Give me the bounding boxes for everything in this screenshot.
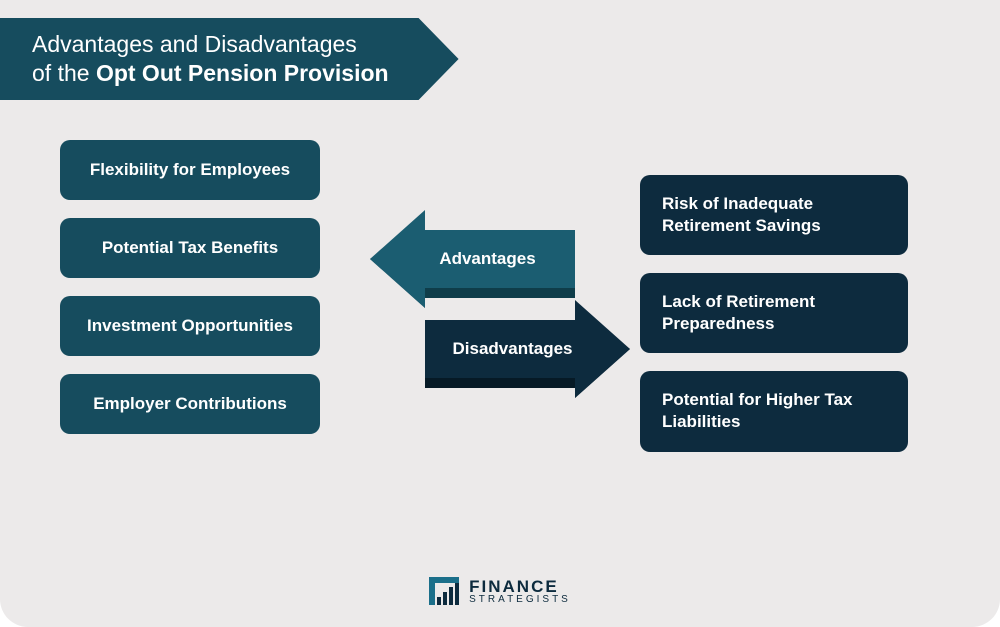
disadvantage-item: Risk of Inadequate Retirement Savings	[640, 175, 908, 255]
logo-text-line2: STRATEGISTS	[469, 595, 571, 605]
disadvantages-arrow: Disadvantages	[425, 300, 630, 398]
infographic-canvas: Advantages and Disadvantages of the Opt …	[0, 0, 1000, 627]
title-line2-bold: Opt Out Pension Provision	[96, 60, 389, 86]
advantage-item: Potential Tax Benefits	[60, 218, 320, 278]
advantage-item: Employer Contributions	[60, 374, 320, 434]
advantages-arrow: Advantages	[370, 210, 575, 308]
advantage-item: Flexibility for Employees	[60, 140, 320, 200]
disadvantages-column: Risk of Inadequate Retirement Savings La…	[640, 175, 908, 452]
logo-mark-icon	[429, 577, 459, 605]
title-banner: Advantages and Disadvantages of the Opt …	[0, 18, 459, 100]
brand-logo: FINANCE STRATEGISTS	[0, 577, 1000, 605]
title-line1: Advantages and Disadvantages	[32, 31, 357, 57]
advantage-item: Investment Opportunities	[60, 296, 320, 356]
disadvantage-item: Potential for Higher Tax Liabilities	[640, 371, 908, 451]
center-arrows: Advantages Disadvantages	[370, 210, 630, 440]
disadvantage-item: Lack of Retirement Preparedness	[640, 273, 908, 353]
logo-text-line1: FINANCE	[469, 578, 571, 595]
logo-text: FINANCE STRATEGISTS	[469, 578, 571, 605]
advantages-column: Flexibility for Employees Potential Tax …	[60, 140, 320, 434]
title-line2-prefix: of the	[32, 60, 96, 86]
